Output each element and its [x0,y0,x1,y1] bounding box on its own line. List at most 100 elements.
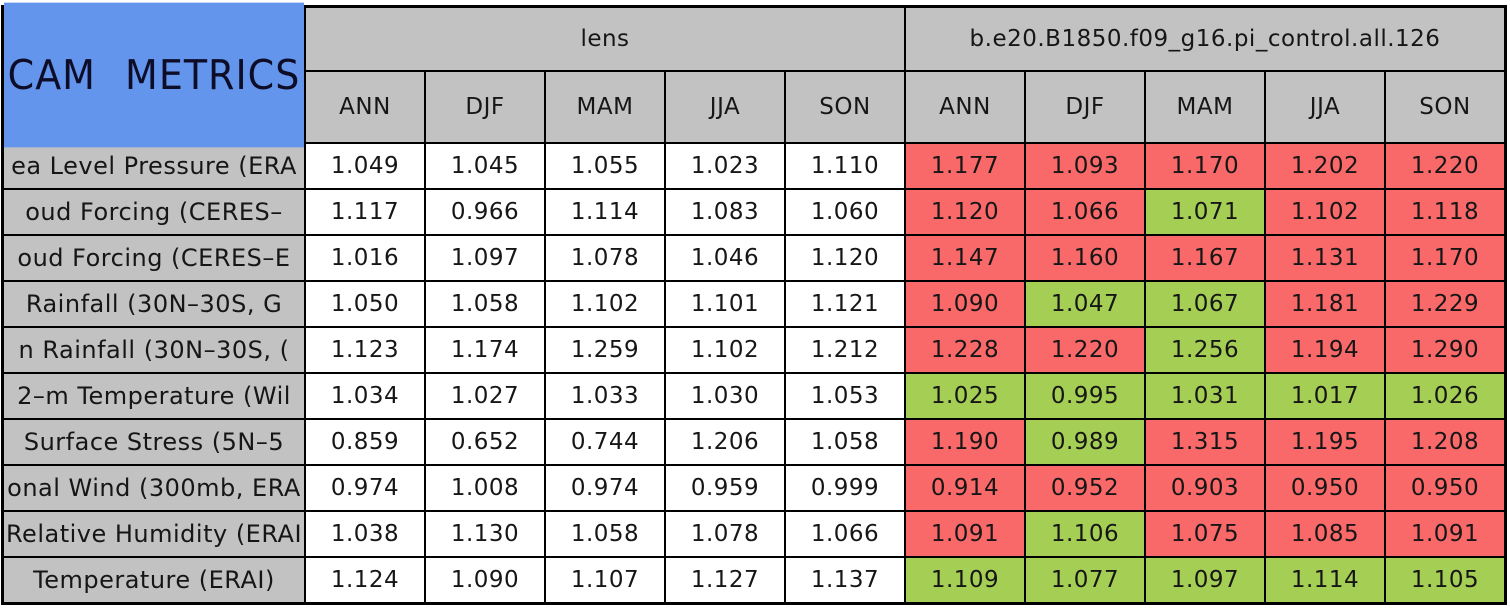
season-header-lens-son: SON [786,72,904,142]
case-value-cell: 1.315 [1146,420,1264,464]
lens-value-cell: 1.045 [426,144,544,188]
column-group-case: b.e20.B1850.f09_g16.pi_control.all.126 [906,8,1504,70]
case-value-cell: 0.914 [906,466,1024,510]
case-value-cell: 1.195 [1266,420,1384,464]
lens-value-cell: 1.053 [786,374,904,418]
case-value-cell: 1.085 [1266,512,1384,556]
row-label: oud Forcing (CERES– [4,190,304,234]
lens-value-cell: 1.127 [666,558,784,602]
case-value-cell: 1.120 [906,190,1024,234]
case-value-cell: 1.194 [1266,328,1384,372]
lens-value-cell: 1.055 [546,144,664,188]
row-label: ea Level Pressure (ERA [4,144,304,188]
case-value-cell: 1.220 [1386,144,1504,188]
row-label: oud Forcing (CERES–E [4,236,304,280]
case-value-cell: 0.950 [1386,466,1504,510]
lens-value-cell: 1.130 [426,512,544,556]
lens-value-cell: 1.259 [546,328,664,372]
case-value-cell: 1.228 [906,328,1024,372]
lens-value-cell: 1.030 [666,374,784,418]
season-header-case-djf: DJF [1026,72,1144,142]
lens-value-cell: 1.212 [786,328,904,372]
lens-value-cell: 1.206 [666,420,784,464]
case-value-cell: 1.190 [906,420,1024,464]
case-value-cell: 1.026 [1386,374,1504,418]
case-value-cell: 1.290 [1386,328,1504,372]
case-value-cell: 1.025 [906,374,1024,418]
lens-value-cell: 1.117 [306,190,424,234]
season-header-lens-ann: ANN [306,72,424,142]
lens-value-cell: 1.090 [426,558,544,602]
case-value-cell: 1.102 [1266,190,1384,234]
case-value-cell: 1.105 [1386,558,1504,602]
case-value-cell: 1.071 [1146,190,1264,234]
case-value-cell: 1.067 [1146,282,1264,326]
lens-value-cell: 1.046 [666,236,784,280]
case-value-cell: 1.170 [1146,144,1264,188]
lens-value-cell: 0.959 [666,466,784,510]
column-group-lens: lens [306,8,904,70]
season-header-case-mam: MAM [1146,72,1264,142]
lens-value-cell: 1.050 [306,282,424,326]
lens-value-cell: 1.008 [426,466,544,510]
case-value-cell: 1.256 [1146,328,1264,372]
lens-value-cell: 1.058 [786,420,904,464]
row-label: onal Wind (300mb, ERA [4,466,304,510]
case-value-cell: 1.177 [906,144,1024,188]
lens-value-cell: 1.078 [666,512,784,556]
lens-value-cell: 0.859 [306,420,424,464]
case-value-cell: 1.170 [1386,236,1504,280]
lens-value-cell: 0.974 [546,466,664,510]
season-header-case-jja: JJA [1266,72,1384,142]
lens-value-cell: 0.744 [546,420,664,464]
case-value-cell: 1.208 [1386,420,1504,464]
lens-value-cell: 1.083 [666,190,784,234]
lens-value-cell: 0.652 [426,420,544,464]
lens-value-cell: 0.999 [786,466,904,510]
case-value-cell: 1.114 [1266,558,1384,602]
case-value-cell: 1.090 [906,282,1024,326]
case-value-cell: 0.995 [1026,374,1144,418]
row-label: Surface Stress (5N–5 [4,420,304,464]
row-label: n Rainfall (30N–30S, ( [4,328,304,372]
lens-value-cell: 1.114 [546,190,664,234]
lens-value-cell: 1.027 [426,374,544,418]
lens-value-cell: 1.110 [786,144,904,188]
case-value-cell: 1.229 [1386,282,1504,326]
lens-value-cell: 1.097 [426,236,544,280]
case-value-cell: 1.167 [1146,236,1264,280]
lens-value-cell: 1.066 [786,512,904,556]
case-value-cell: 1.091 [906,512,1024,556]
case-value-cell: 1.131 [1266,236,1384,280]
lens-value-cell: 1.058 [426,282,544,326]
season-header-lens-jja: JJA [666,72,784,142]
case-value-cell: 1.091 [1386,512,1504,556]
case-value-cell: 1.181 [1266,282,1384,326]
lens-value-cell: 1.033 [546,374,664,418]
case-value-cell: 0.952 [1026,466,1144,510]
case-value-cell: 1.093 [1026,144,1144,188]
season-header-case-ann: ANN [906,72,1024,142]
lens-value-cell: 1.060 [786,190,904,234]
season-header-lens-djf: DJF [426,72,544,142]
lens-value-cell: 1.101 [666,282,784,326]
season-header-case-son: SON [1386,72,1504,142]
lens-value-cell: 1.102 [666,328,784,372]
case-value-cell: 1.147 [906,236,1024,280]
lens-value-cell: 1.058 [546,512,664,556]
lens-value-cell: 1.120 [786,236,904,280]
case-value-cell: 1.017 [1266,374,1384,418]
case-value-cell: 1.160 [1026,236,1144,280]
case-value-cell: 1.220 [1026,328,1144,372]
case-value-cell: 0.903 [1146,466,1264,510]
row-label: Temperature (ERAI) [4,558,304,602]
lens-value-cell: 1.121 [786,282,904,326]
row-label: Relative Humidity (ERAI [4,512,304,556]
lens-value-cell: 1.174 [426,328,544,372]
case-value-cell: 1.109 [906,558,1024,602]
case-value-cell: 1.077 [1026,558,1144,602]
case-value-cell: 1.202 [1266,144,1384,188]
lens-value-cell: 1.049 [306,144,424,188]
lens-value-cell: 1.102 [546,282,664,326]
